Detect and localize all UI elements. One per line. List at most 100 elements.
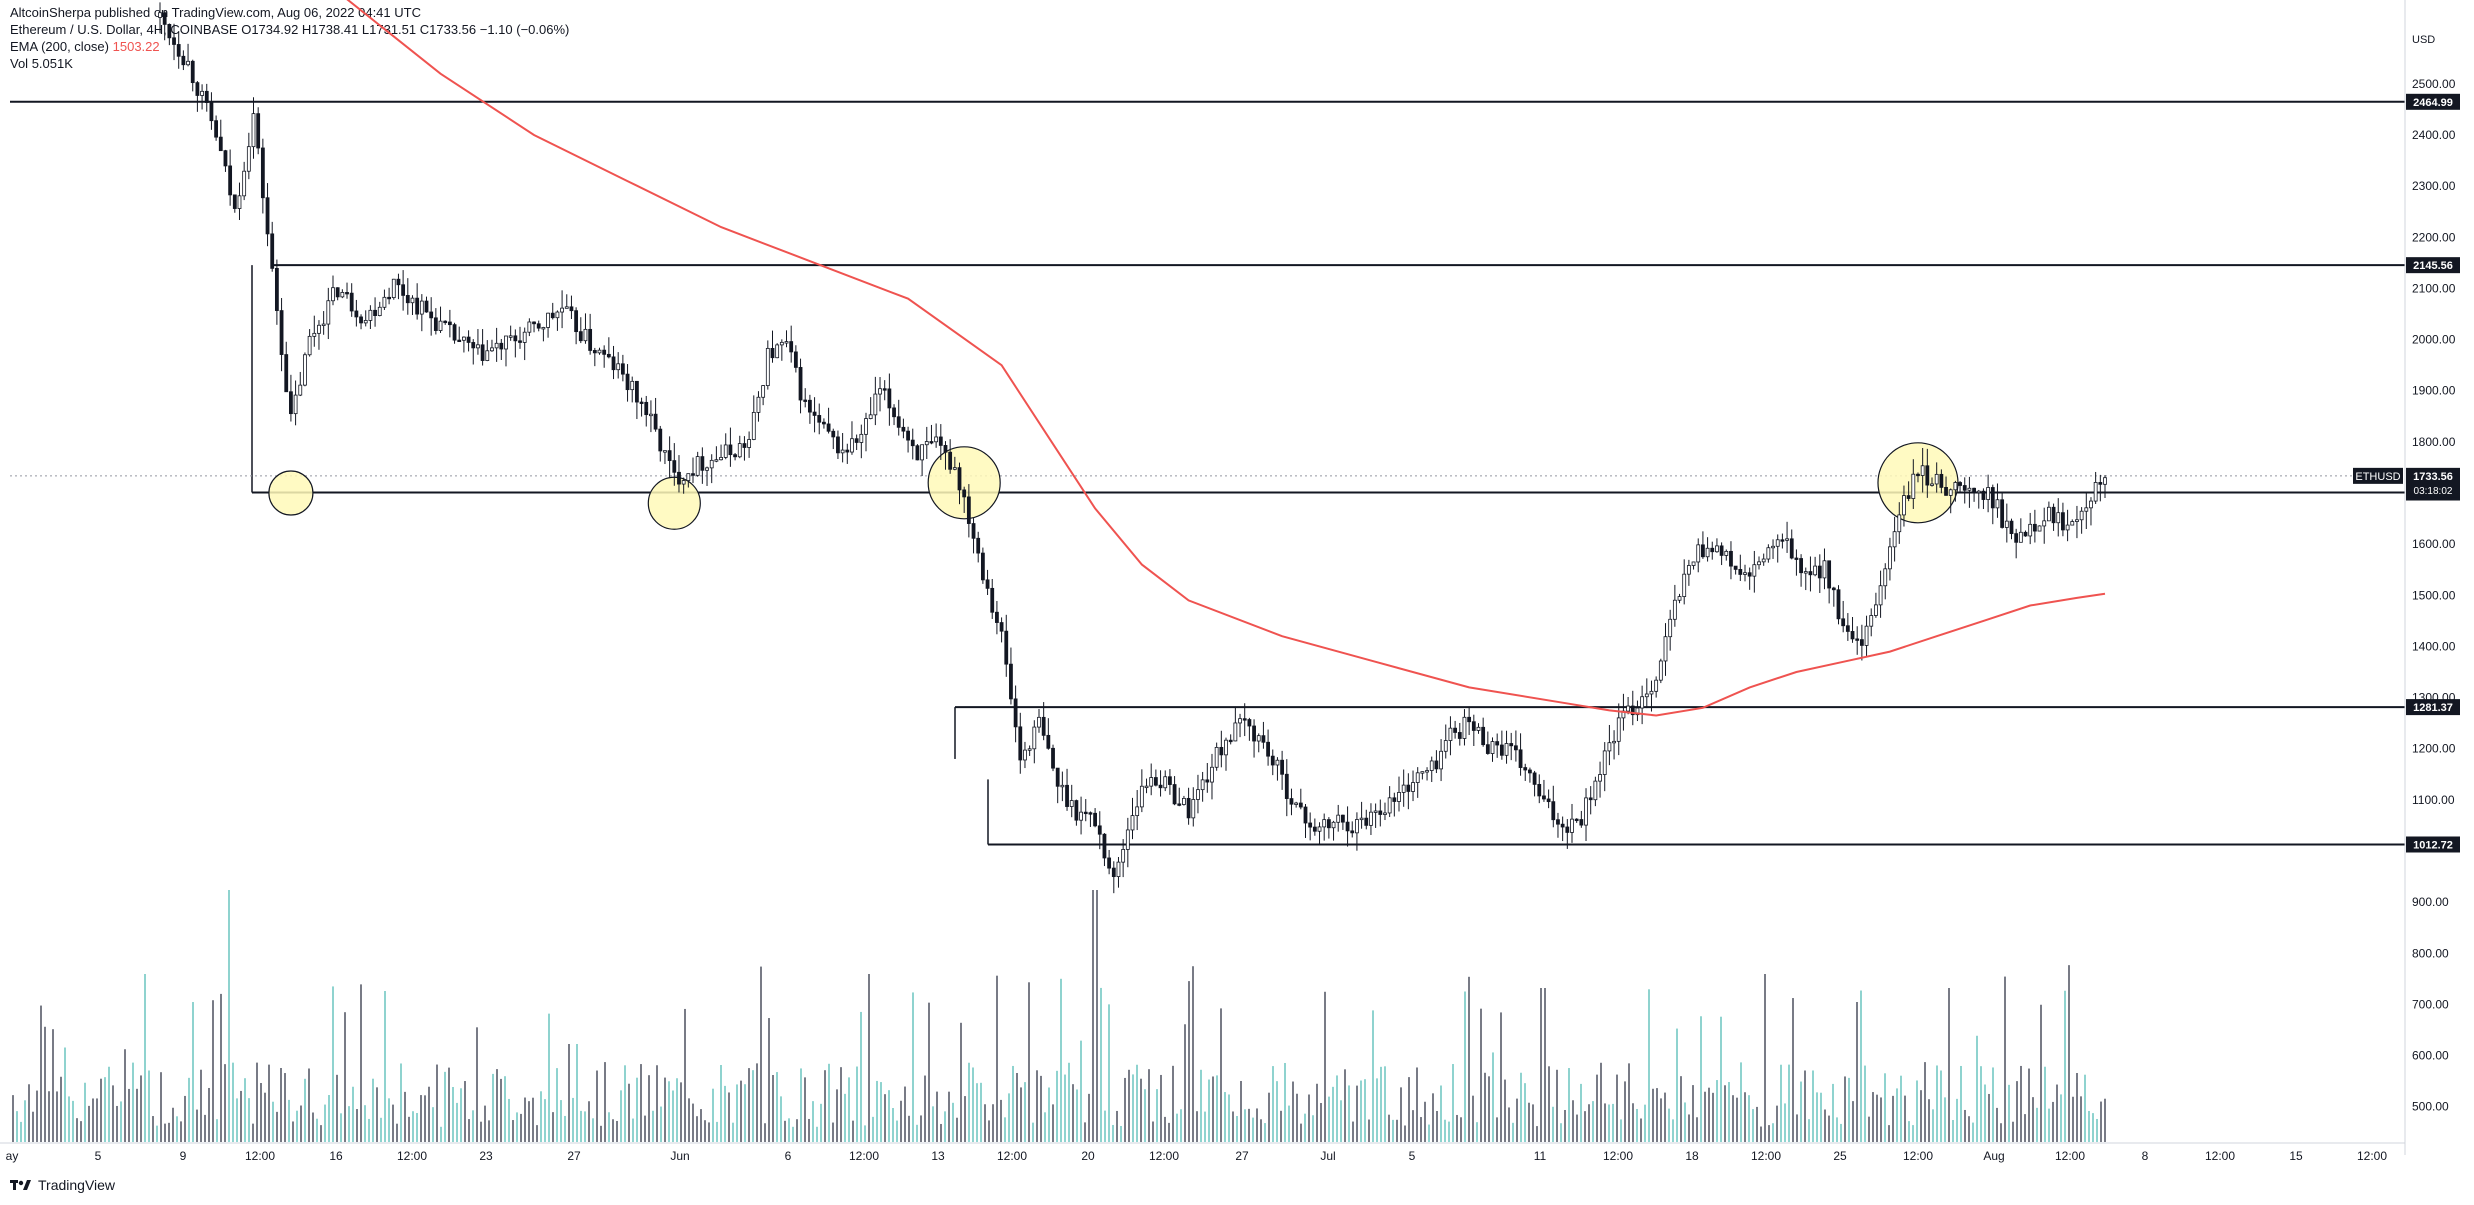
volume-bar (1848, 1077, 1850, 1142)
volume-bar (1460, 1117, 1462, 1142)
level-tag-label: 2464.99 (2413, 97, 2453, 109)
volume-bar (176, 1116, 178, 1142)
volume-bar (1224, 1092, 1226, 1142)
volume-bar (1696, 1117, 1698, 1142)
volume-bar (1184, 1024, 1186, 1142)
symbol-row[interactable]: Ethereum / U.S. Dollar, 4H, COINBASE O17… (10, 21, 569, 38)
volume-bar (336, 1074, 338, 1142)
volume-bar (1608, 1104, 1610, 1142)
candle-body (1579, 819, 1584, 826)
volume-bar (1916, 1080, 1918, 1142)
volume-bar (968, 1062, 970, 1142)
volume-bar (1072, 1084, 1074, 1142)
volume-bar (1552, 1106, 1554, 1142)
candle-body (2098, 482, 2103, 485)
candle-body (419, 300, 424, 315)
volume-bar (712, 1088, 714, 1142)
ema-legend[interactable]: EMA (200, close) 1503.22 (10, 38, 569, 55)
candle-body (541, 327, 546, 330)
candle-body (1079, 811, 1083, 821)
candle-body (228, 165, 233, 196)
candle-body (424, 300, 429, 313)
candle-body (882, 388, 887, 391)
candle-body (284, 354, 289, 393)
volume-bar (780, 1096, 782, 1142)
candle-body (2018, 531, 2023, 543)
candle-body (1546, 798, 1551, 803)
volume-bar (756, 1063, 758, 1142)
candle-body (1570, 818, 1574, 833)
candle-body (1761, 558, 1766, 563)
volume-bar (52, 1029, 54, 1142)
volume-bar (1444, 1119, 1446, 1142)
candle-body (845, 449, 850, 453)
candle-body (2089, 500, 2093, 509)
volume-bar (1292, 1081, 1294, 1142)
volume-bar (480, 1121, 482, 1142)
tradingview-logo[interactable]: TradingView (10, 1177, 115, 1193)
candle-body (1331, 821, 1336, 829)
volume-bar (296, 1110, 298, 1142)
time-tick-label: 15 (2289, 1149, 2303, 1163)
volume-bar (1312, 1115, 1314, 1142)
volume-bar (284, 1073, 286, 1142)
volume-bar (416, 1112, 418, 1142)
candle-body (1565, 826, 1570, 833)
volume-bar (956, 1117, 958, 1142)
volume-bar (1732, 1095, 1734, 1142)
volume-legend[interactable]: Vol 5.051K (10, 55, 569, 72)
volume-bar (1692, 1085, 1694, 1142)
volume-bar (972, 1067, 974, 1142)
volume-bar (1084, 1122, 1086, 1142)
volume-bar (1216, 1075, 1218, 1142)
volume-bar (588, 1101, 590, 1142)
candle-body (1691, 561, 1696, 566)
volume-bar (1600, 1062, 1602, 1142)
candle-body (854, 438, 859, 443)
candle-body (1920, 465, 1925, 476)
volume-bar (1204, 1111, 1206, 1142)
volume-bar (1256, 1108, 1258, 1142)
volume-bar (1240, 1080, 1242, 1142)
volume-bar (32, 1111, 34, 1142)
volume-bar (696, 1116, 698, 1142)
volume-bar (264, 1092, 266, 1142)
brand-name: TradingView (38, 1177, 116, 1193)
time-tick-label: 12:00 (1149, 1149, 1179, 1163)
candle-body (1009, 663, 1013, 700)
volume-bar (432, 1107, 434, 1142)
candle-body (1649, 690, 1654, 695)
volume-bar (1760, 1126, 1762, 1142)
candle-body (733, 454, 737, 458)
volume-bar (1300, 1123, 1302, 1142)
volume-bar (1940, 1070, 1942, 1142)
volume-bar (248, 1098, 250, 1142)
candle-body (1065, 784, 1069, 807)
candle-body (1308, 822, 1313, 828)
candle-body (172, 37, 176, 45)
candle-body (1252, 725, 1256, 742)
candle-body (2051, 506, 2056, 524)
time-tick-label: 13 (931, 1149, 945, 1163)
ema-value: 1503.22 (112, 39, 160, 54)
volume-bar (320, 1125, 322, 1142)
volume-bar (1280, 1110, 1282, 1142)
candle-body (1490, 741, 1495, 754)
candle-body (1378, 810, 1383, 815)
candle-body (289, 391, 293, 415)
volume-bar (668, 1081, 670, 1142)
candle-body (232, 194, 237, 209)
candle-body (798, 367, 803, 401)
ema-line (346, 0, 2106, 717)
volume-bar (1244, 1109, 1246, 1142)
volume-bar (1172, 1065, 1174, 1142)
candle-body (602, 349, 607, 355)
candle-body (429, 311, 434, 319)
volume-bar (84, 1082, 86, 1142)
candle-body (1874, 604, 1878, 616)
volume-bar (2020, 1065, 2022, 1142)
candle-body (1981, 490, 1986, 500)
candle-body (1355, 819, 1359, 834)
volume-bar (1360, 1080, 1362, 1142)
